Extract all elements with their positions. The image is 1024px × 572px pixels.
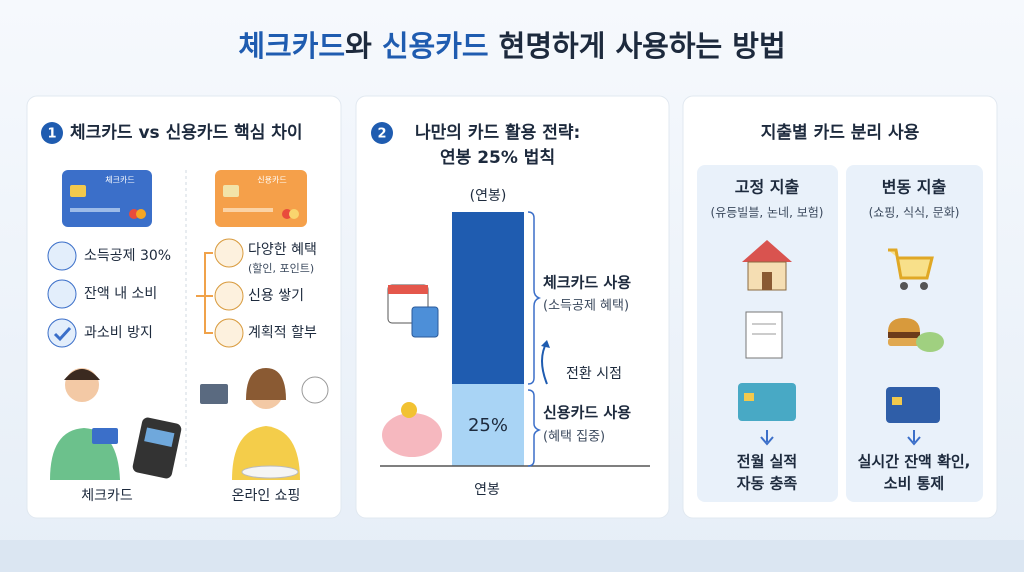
badge: 2 <box>377 127 386 142</box>
switch-label: 전환 시점 <box>566 366 622 382</box>
column-heading: 고정 지출 <box>735 178 800 197</box>
panel-2-decoration <box>388 285 428 294</box>
check-item: 과소비 방지 <box>84 325 153 341</box>
panel-1-decoration <box>241 465 299 479</box>
panel-title: 나만의 카드 활용 전략: <box>415 122 580 143</box>
result-line: 전월 실적 <box>737 453 797 471</box>
panel-1-decoration <box>223 185 239 197</box>
panel-1-decoration <box>301 376 329 404</box>
panel-3-decoration <box>745 311 783 359</box>
panel-3-decoration <box>888 338 920 346</box>
panel-1-decoration <box>214 318 244 348</box>
panel-1-decoration <box>200 384 228 404</box>
panel-2: 2 나만의 카드 활용 전략: 연봉 25% 법칙 (연봉) 25% 연봉 체크… <box>355 95 670 519</box>
panel-3-decoration <box>900 282 908 290</box>
panel-1-decoration <box>144 427 175 447</box>
panel-1-decoration <box>214 238 244 268</box>
title-part: 와 <box>345 29 382 63</box>
panel-2-decoration <box>527 211 542 467</box>
panel-1-decoration <box>47 279 77 309</box>
panel-2-decoration <box>541 340 550 348</box>
panel-1-decoration <box>196 252 213 334</box>
panel-1-decoration <box>289 209 299 219</box>
panel-1-decoration <box>246 368 286 400</box>
panel-3-decoration <box>742 240 792 262</box>
result-line: 소비 통제 <box>884 475 944 493</box>
credit-item: 신용 쌓기 <box>248 288 304 304</box>
panel-2-decoration <box>382 413 442 457</box>
panel-1-decoration <box>282 209 292 219</box>
panel-1-decoration <box>70 208 120 212</box>
panel-1-decoration <box>53 326 72 342</box>
caption: 체크카드 <box>81 488 133 504</box>
card-label: 신용카드 <box>257 176 286 185</box>
panel-2-decoration <box>371 122 393 144</box>
panel-1-decoration <box>47 241 77 271</box>
panel-1-decoration <box>41 122 63 144</box>
panel-2-decoration <box>401 402 417 418</box>
panel-title: 지출별 카드 분리 사용 <box>761 123 920 143</box>
panel-1: 1 체크카드 vs 신용카드 핵심 차이 체크카드 신용카드 소득공제 30% … <box>26 95 342 519</box>
result-line: 자동 충족 <box>737 475 798 493</box>
panel-3: 지출별 카드 분리 사용 고정 지출 (유등빌블, 논네, 보험) 변동 지출 … <box>682 95 998 519</box>
footer-band <box>0 540 1024 572</box>
upper-label: 체크카드 사용 <box>543 274 631 292</box>
panel-3-decoration <box>892 397 902 405</box>
panel-3-decoration <box>738 383 796 421</box>
result-line: 실시간 잔액 확인, <box>858 453 971 471</box>
panel-2-decoration <box>411 306 439 338</box>
panel-3-decoration <box>762 272 772 290</box>
bar-base-label: 연봉 <box>474 482 500 498</box>
title-part: 신용카드 <box>382 29 489 63</box>
bar-top-label: (연봉) <box>470 188 507 204</box>
panel-3-decoration <box>916 332 944 352</box>
panel-1-decoration <box>129 209 139 219</box>
main-title: 체크카드와 신용카드 현명하게 사용하는 방법 <box>238 29 785 63</box>
credit-item-sub: (할인, 포인트) <box>248 262 314 275</box>
panel-1-decoration <box>70 185 86 197</box>
panel-1-decoration <box>47 318 77 348</box>
credit-item: 계획적 할부 <box>248 325 317 341</box>
column-sub: (쇼핑, 식식, 문화) <box>869 206 960 220</box>
lower-label: 신용카드 사용 <box>543 404 631 422</box>
panel-3-decoration <box>760 430 774 446</box>
panel-title: 연봉 25% 법칙 <box>440 148 555 168</box>
bar-lower <box>452 384 524 466</box>
panel-title: 체크카드 vs 신용카드 핵심 차이 <box>70 123 303 143</box>
check-item: 소득공제 30% <box>84 248 171 264</box>
panel-3-decoration <box>888 248 934 280</box>
panel-3-decoration <box>907 430 921 446</box>
title-part: 현명하게 사용하는 방법 <box>489 29 786 63</box>
lower-sub: (혜택 집중) <box>543 430 605 445</box>
panel-3-decoration <box>888 318 920 332</box>
caption: 온라인 쇼핑 <box>232 488 301 504</box>
column-sub: (유등빌블, 논네, 보험) <box>711 206 824 220</box>
check-item: 잔액 내 소비 <box>84 286 157 302</box>
panel-1-decoration <box>64 369 100 380</box>
bar-share: 25% <box>468 415 508 436</box>
card-label: 체크카드 <box>105 175 134 185</box>
title-part: 체크카드 <box>238 29 345 63</box>
credit-item: 다양한 혜택 <box>248 242 317 258</box>
panel-3-decoration <box>888 332 920 338</box>
panel-3-decoration <box>886 387 940 423</box>
panel-1-decoration <box>223 208 273 212</box>
panel-1-decoration <box>92 428 118 444</box>
panel-3-decoration <box>744 393 754 401</box>
bar-upper <box>452 212 524 384</box>
panel-3-decoration <box>920 282 928 290</box>
column-heading: 변동 지출 <box>882 178 947 197</box>
badge: 1 <box>47 127 56 142</box>
panel-1-decoration <box>214 281 244 311</box>
upper-sub: (소득공제 혜택) <box>543 299 629 314</box>
panel-1-decoration <box>136 209 146 219</box>
